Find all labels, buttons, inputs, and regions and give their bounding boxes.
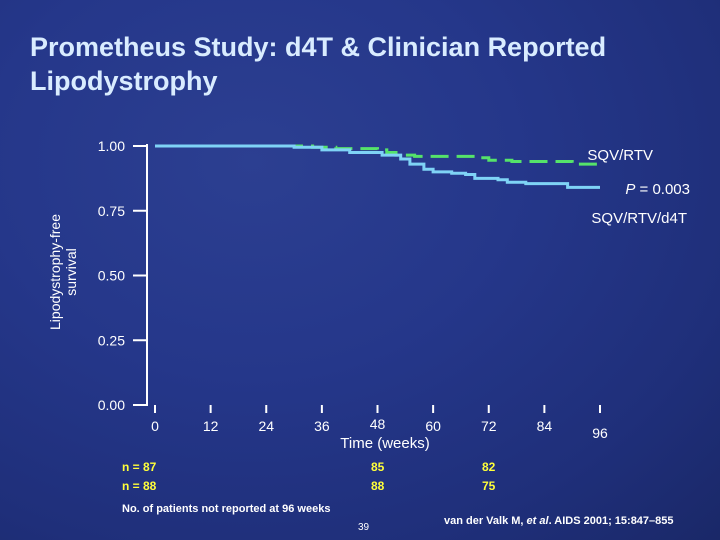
x-tick-label-0: 0 (151, 418, 159, 434)
annotation-sqv-rtv: SQV/RTV (587, 147, 653, 164)
slide-number: 39 (358, 522, 370, 533)
y-tick-label-1.00: 1.00 (98, 138, 125, 154)
citation-etal: et al (526, 515, 549, 527)
x-tick-label-48: 48 (370, 416, 386, 432)
n-at-risk-wk72-row2: 75 (482, 479, 496, 493)
annotation-p-value: P = 0.003 (625, 181, 690, 198)
citation-authors: van der Valk M, (444, 515, 527, 527)
y-tick-label-0.00: 0.00 (98, 397, 125, 413)
series-line-sqv-rtv (155, 144, 600, 166)
n-at-risk-row2-label: n = 88 (122, 479, 157, 493)
x-tick-label-60: 60 (425, 418, 441, 434)
x-tick-label-24: 24 (258, 418, 274, 434)
x-tick-label-36: 36 (314, 418, 330, 434)
x-tick-label-84: 84 (537, 418, 553, 434)
slide-title: Prometheus Study: d4T & Clinician Report… (30, 32, 607, 96)
n-at-risk-wk72-row1: 82 (482, 460, 496, 474)
n-at-risk-wk48-row2: 88 (371, 479, 385, 493)
n-at-risk-row1-label: n = 87 (122, 460, 157, 474)
y-tick-label-0.50: 0.50 (98, 268, 125, 284)
x-tick-label-12: 12 (203, 418, 219, 434)
footnote: No. of patients not reported at 96 weeks (122, 503, 331, 515)
y-tick-label-0.25: 0.25 (98, 332, 125, 348)
citation: van der Valk M, et al. AIDS 2001; 15:847… (444, 515, 674, 527)
citation-rest: . AIDS 2001; 15:847–855 (548, 515, 674, 527)
n-at-risk-wk48-row1: 85 (371, 460, 385, 474)
annotation-sqv-rtv-d4t: SQV/RTV/d4T (591, 210, 687, 227)
p-value-number: = 0.003 (635, 181, 690, 198)
x-tick-label-72: 72 (481, 418, 497, 434)
series-line-sqv-rtv-d4t (155, 144, 600, 189)
p-value-label: P (625, 181, 635, 198)
x-axis-label: Time (weeks) (340, 435, 429, 452)
x-tick-label-96: 96 (592, 425, 608, 441)
y-tick-label-0.75: 0.75 (98, 203, 125, 219)
